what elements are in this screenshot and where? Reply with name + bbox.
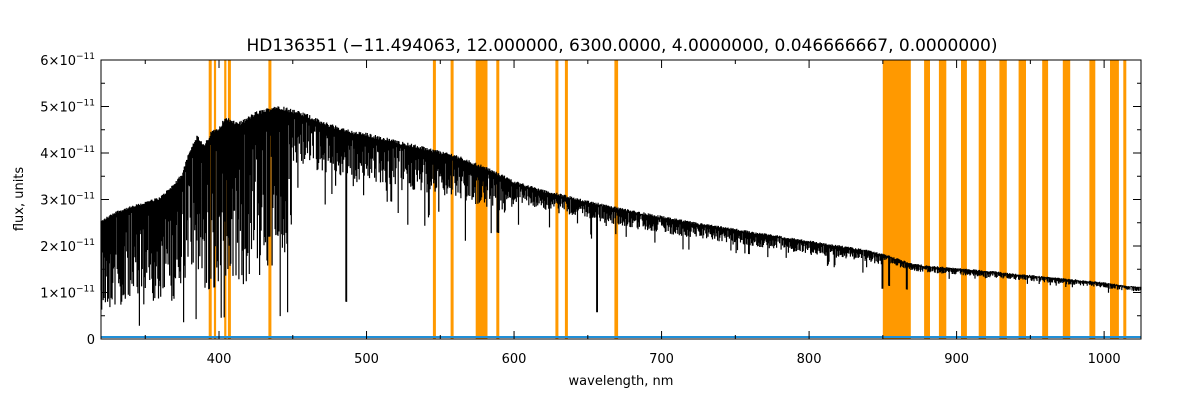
y-tick-label: 1×10−11 <box>40 285 95 302</box>
axis-ticks: 400 500 600 700 800 900 1000 0 1×10−11 2×10−11 3×1… <box>40 52 1141 367</box>
masked-band <box>450 60 454 339</box>
masked-band <box>614 60 619 339</box>
y-tick-label: 5×10−11 <box>40 99 95 116</box>
masked-band <box>938 60 947 339</box>
y-tick-label: 6×10−11 <box>40 52 95 69</box>
y-tick-label: 0 <box>87 333 95 348</box>
x-tick-label: 600 <box>502 352 527 367</box>
y-axis-label: flux, units <box>12 167 27 232</box>
x-tick-label: 700 <box>649 352 674 367</box>
masked-band <box>1018 60 1026 339</box>
masked-band <box>208 60 212 339</box>
masked-band <box>1062 60 1071 339</box>
y-tick-label: 2×10−11 <box>40 238 95 255</box>
y-tick-label: 3×10−11 <box>40 192 95 209</box>
masked-bands <box>208 60 1127 339</box>
x-tick-label: 400 <box>207 352 232 367</box>
x-tick-label: 900 <box>944 352 969 367</box>
masked-band <box>924 60 930 339</box>
masked-band <box>1042 60 1049 339</box>
masked-band <box>1110 60 1119 339</box>
x-tick-label: 800 <box>797 352 822 367</box>
masked-band <box>882 60 911 339</box>
x-tick-label: 500 <box>354 352 379 367</box>
x-tick-label: 1000 <box>1088 352 1121 367</box>
masked-band <box>999 60 1007 339</box>
x-axis-label: wavelength, nm <box>569 374 674 389</box>
masked-band <box>961 60 967 339</box>
masked-band <box>978 60 987 339</box>
masked-band <box>475 60 488 339</box>
masked-band <box>1123 60 1127 339</box>
y-tick-label: 4×10−11 <box>40 145 95 162</box>
masked-band <box>1089 60 1096 339</box>
chart-title: HD136351 (−11.494063, 12.000000, 6300.00… <box>247 36 998 56</box>
masked-band <box>432 60 436 339</box>
